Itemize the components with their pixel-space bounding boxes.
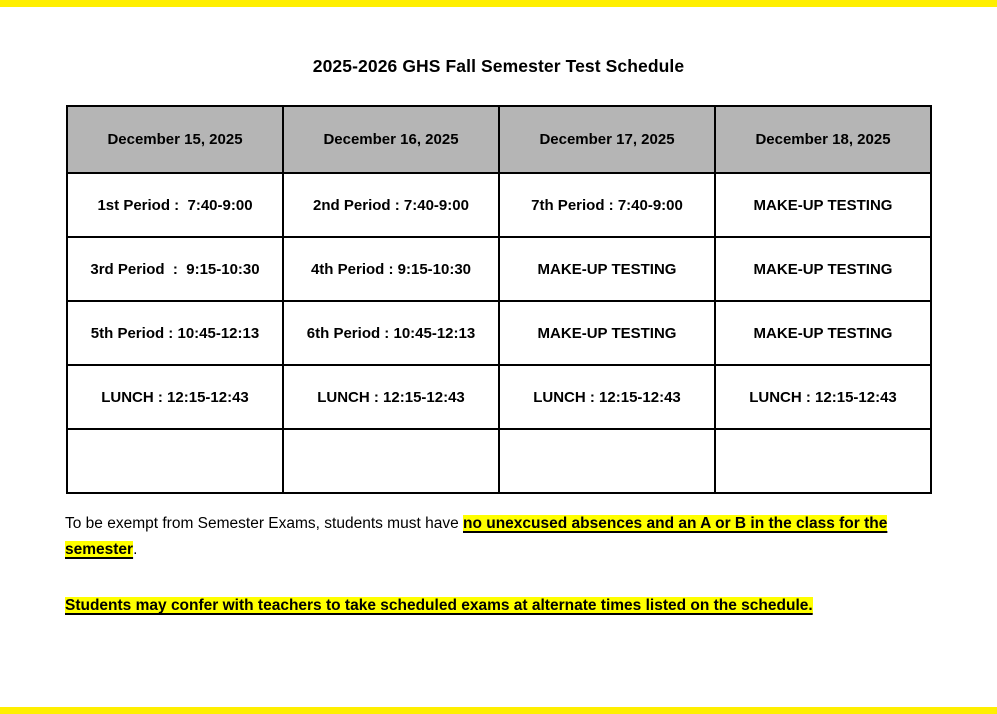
- bottom-highlight-strip: [0, 707, 997, 714]
- schedule-cell: LUNCH : 12:15-12:43: [714, 364, 932, 430]
- schedule-cell: LUNCH : 12:15-12:43: [498, 364, 716, 430]
- schedule-cell-empty: [714, 428, 932, 494]
- date-header: December 16, 2025: [282, 105, 500, 174]
- schedule-cell: 2nd Period : 7:40-9:00: [282, 172, 500, 238]
- table-row-empty: [66, 428, 932, 494]
- exemption-note-suffix: .: [133, 541, 138, 558]
- schedule-cell: LUNCH : 12:15-12:43: [282, 364, 500, 430]
- schedule-cell-empty: [282, 428, 500, 494]
- schedule-cell: MAKE-UP TESTING: [714, 172, 932, 238]
- schedule-cell: 4th Period : 9:15-10:30: [282, 236, 500, 302]
- schedule-cell: 7th Period : 7:40-9:00: [498, 172, 716, 238]
- table-row: 1st Period : 7:40-9:00 2nd Period : 7:40…: [66, 172, 932, 238]
- confer-note-highlight: Students may confer with teachers to tak…: [65, 597, 813, 614]
- confer-note: Students may confer with teachers to tak…: [65, 593, 939, 619]
- schedule-cell: 1st Period : 7:40-9:00: [66, 172, 284, 238]
- exemption-note-prefix: To be exempt from Semester Exams, studen…: [65, 515, 463, 532]
- test-schedule-table: December 15, 2025 December 16, 2025 Dece…: [66, 105, 932, 494]
- date-header: December 17, 2025: [498, 105, 716, 174]
- exemption-note: To be exempt from Semester Exams, studen…: [65, 511, 939, 563]
- table-row: 3rd Period : 9:15-10:30 4th Period : 9:1…: [66, 236, 932, 302]
- date-header: December 15, 2025: [66, 105, 284, 174]
- schedule-cell-empty: [498, 428, 716, 494]
- schedule-cell: MAKE-UP TESTING: [714, 236, 932, 302]
- schedule-cell: MAKE-UP TESTING: [498, 300, 716, 366]
- schedule-cell-empty: [66, 428, 284, 494]
- table-row: 5th Period : 10:45-12:13 6th Period : 10…: [66, 300, 932, 366]
- date-header: December 18, 2025: [714, 105, 932, 174]
- page-title: 2025-2026 GHS Fall Semester Test Schedul…: [312, 56, 685, 76]
- schedule-cell: MAKE-UP TESTING: [498, 236, 716, 302]
- header-row: December 15, 2025 December 16, 2025 Dece…: [66, 105, 932, 174]
- table-row: LUNCH : 12:15-12:43 LUNCH : 12:15-12:43 …: [66, 364, 932, 430]
- schedule-cell: 3rd Period : 9:15-10:30: [66, 236, 284, 302]
- schedule-cell: 5th Period : 10:45-12:13: [66, 300, 284, 366]
- notes-section: To be exempt from Semester Exams, studen…: [65, 511, 939, 649]
- top-highlight-strip: [0, 0, 997, 7]
- schedule-cell: LUNCH : 12:15-12:43: [66, 364, 284, 430]
- schedule-cell: 6th Period : 10:45-12:13: [282, 300, 500, 366]
- schedule-cell: MAKE-UP TESTING: [714, 300, 932, 366]
